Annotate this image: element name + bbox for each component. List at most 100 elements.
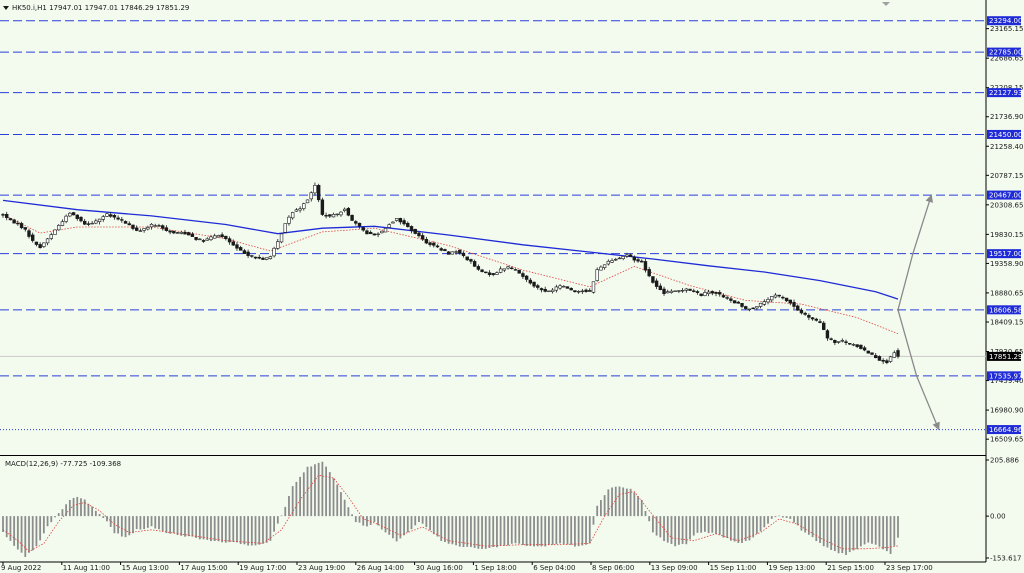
price-ticks: 23165.1522686.6522208.1521736.9021258.40… (986, 25, 1023, 563)
candle-body (614, 258, 618, 261)
current-price-tag (987, 351, 1021, 361)
candle-body (818, 321, 822, 323)
candle-body (201, 240, 206, 242)
candle-body (19, 223, 24, 229)
candle-body (569, 288, 573, 291)
level-tag-label: 16664.96 (989, 426, 1023, 434)
candle-body (108, 214, 113, 217)
level-tag-label: 22127.93 (989, 89, 1022, 97)
candle-body (49, 234, 53, 239)
level-tag (987, 16, 1021, 26)
ma-long-line (2, 199, 899, 300)
candle-body (703, 292, 707, 296)
candle-body (476, 266, 481, 270)
candle-body (684, 288, 689, 291)
candle-body (591, 281, 596, 293)
horizontal-levels (0, 20, 986, 431)
projection-arrow[interactable] (897, 309, 940, 431)
projection-arrows (897, 194, 940, 431)
candle-body (27, 230, 31, 237)
candle-body (699, 293, 703, 296)
candle-body (190, 233, 195, 237)
level-tag (987, 190, 1021, 200)
symbol-dropdown-icon[interactable] (3, 6, 9, 10)
candle-body (833, 340, 837, 343)
candle-body (744, 306, 748, 309)
price-tick-label: 20308.65 (990, 201, 1023, 209)
candle-body (64, 215, 68, 222)
candle-body (324, 215, 328, 217)
level-tag (987, 371, 1021, 381)
candle-body (235, 244, 239, 249)
candle-body (747, 308, 752, 311)
candle-body (138, 230, 143, 232)
candle-body (38, 244, 42, 248)
candle-body (602, 264, 607, 268)
candle-body (881, 359, 885, 362)
candle-body (792, 302, 796, 307)
candle-body (714, 291, 718, 294)
candle-body (469, 259, 473, 262)
candle-body (105, 213, 109, 217)
candle-body (758, 302, 763, 307)
candle-body (224, 235, 228, 239)
level-tag (987, 88, 1021, 98)
candle-body (34, 241, 39, 245)
candle-body (450, 251, 455, 255)
candle-body (227, 238, 232, 243)
candle-body (112, 215, 117, 218)
candle-body (621, 256, 625, 260)
time-tick-label: 6 Sep 04:00 (533, 564, 575, 572)
candle-body (539, 288, 544, 291)
candle-body (844, 341, 848, 343)
candle-body (316, 185, 321, 201)
candle-body (461, 252, 466, 256)
candle-body (127, 223, 131, 226)
candle-body (829, 338, 833, 340)
candle-body (573, 290, 577, 293)
candle-body (565, 286, 570, 289)
candle-body (279, 233, 284, 243)
candle-body (383, 228, 388, 233)
candle-body (855, 344, 859, 347)
time-tick-label: 13 Sep 09:00 (651, 564, 698, 572)
candle-body (391, 221, 395, 224)
level-tag-label: 23294.00 (989, 17, 1022, 25)
candle-body (814, 318, 818, 321)
price-tick-label: 19358.90 (990, 260, 1023, 268)
candle-body (313, 184, 317, 194)
candle-body (784, 297, 789, 302)
candle-body (276, 241, 280, 249)
candle-body (175, 232, 180, 234)
candle-body (595, 269, 599, 281)
candle-body (736, 301, 741, 304)
candle-body (417, 232, 421, 237)
candle-body (484, 271, 488, 274)
candle-body (446, 251, 451, 255)
time-tick-label: 15 Sep 11:00 (710, 564, 757, 572)
candle-body (796, 305, 800, 311)
candle-body (194, 237, 198, 240)
candle-body (368, 231, 373, 235)
candle-body (60, 221, 65, 226)
time-tick-label: 15 Aug 13:00 (122, 564, 169, 572)
candle-body (454, 251, 458, 253)
candle-body (606, 260, 611, 265)
price-tick-label: 17459.40 (990, 377, 1023, 385)
candle-body (365, 230, 369, 235)
candle-body (179, 232, 183, 234)
scroll-marker-icon[interactable] (882, 2, 890, 6)
projection-arrow[interactable] (897, 194, 934, 310)
candle-body (79, 216, 83, 222)
candle-body (836, 341, 841, 343)
candle-body (413, 228, 417, 234)
candle-body (131, 224, 135, 229)
candle-body (521, 273, 525, 277)
candle-body (357, 222, 362, 227)
candle-body (628, 254, 633, 257)
candle-body (380, 230, 384, 234)
candle-body (5, 214, 9, 218)
candle-body (350, 214, 354, 221)
